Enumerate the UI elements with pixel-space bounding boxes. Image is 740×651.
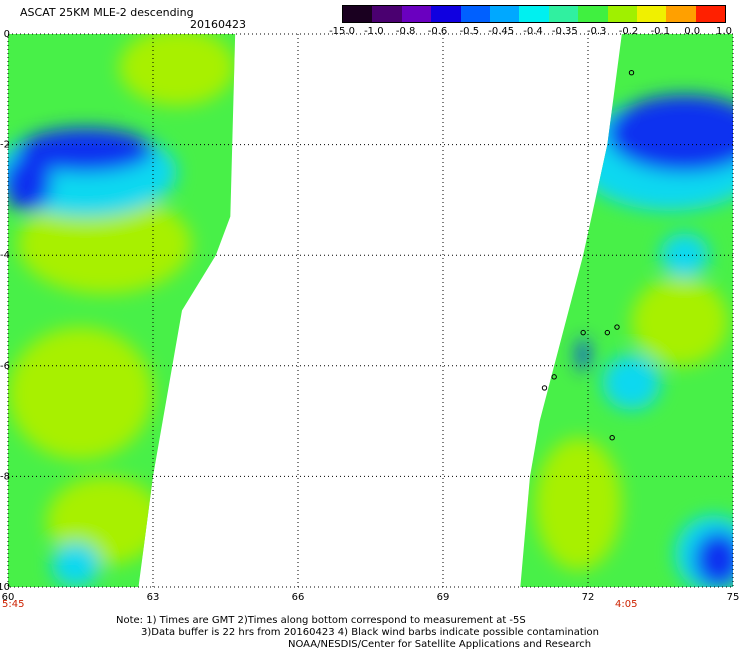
wind-feature-lime bbox=[535, 438, 622, 571]
y-tick-label: -10 bbox=[0, 582, 10, 593]
wind-feature-lime bbox=[632, 277, 729, 365]
y-tick-label: -4 bbox=[0, 250, 10, 261]
y-tick-label: -6 bbox=[0, 361, 10, 372]
x-tick-label: 72 bbox=[582, 592, 595, 603]
note-line-1: Note: 1) Times are GMT 2)Times along bot… bbox=[116, 615, 599, 627]
y-tick-label: -2 bbox=[0, 140, 10, 151]
x-tick-label: 66 bbox=[292, 592, 305, 603]
island-outline bbox=[542, 386, 546, 390]
wind-feature-blue bbox=[3, 156, 51, 211]
y-tick-label: 0 bbox=[4, 29, 10, 40]
wind-feature-cyan bbox=[603, 355, 661, 410]
wind-feature-lime bbox=[119, 28, 235, 105]
wind-feature-blue bbox=[577, 338, 589, 371]
notes: Note: 1) Times are GMT 2)Times along bot… bbox=[116, 615, 599, 651]
x-tick-label: 69 bbox=[437, 592, 450, 603]
note-line-3: NOAA/NESDIS/Center for Satellite Applica… bbox=[116, 639, 599, 651]
y-tick-label: -8 bbox=[0, 471, 10, 482]
x-tick-label: 63 bbox=[147, 592, 160, 603]
wind-feature-cyan bbox=[52, 543, 100, 587]
time-right: 4:05 bbox=[615, 599, 637, 610]
time-left: 5:45 bbox=[2, 599, 24, 610]
wind-feature-lime bbox=[8, 327, 153, 460]
x-tick-label: 75 bbox=[727, 592, 740, 603]
note-line-2: 3)Data buffer is 22 hrs from 20160423 4)… bbox=[116, 627, 599, 639]
